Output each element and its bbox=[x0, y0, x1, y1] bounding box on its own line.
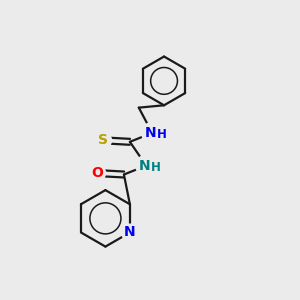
Text: H: H bbox=[157, 128, 166, 141]
Text: N: N bbox=[139, 159, 151, 172]
Text: H: H bbox=[151, 160, 161, 174]
Circle shape bbox=[136, 155, 157, 176]
Text: S: S bbox=[98, 133, 108, 147]
Text: N: N bbox=[124, 226, 136, 239]
Text: O: O bbox=[91, 166, 103, 180]
Circle shape bbox=[89, 165, 106, 182]
Circle shape bbox=[95, 132, 111, 149]
Circle shape bbox=[122, 224, 138, 241]
Text: N: N bbox=[145, 126, 157, 140]
Circle shape bbox=[142, 122, 163, 143]
